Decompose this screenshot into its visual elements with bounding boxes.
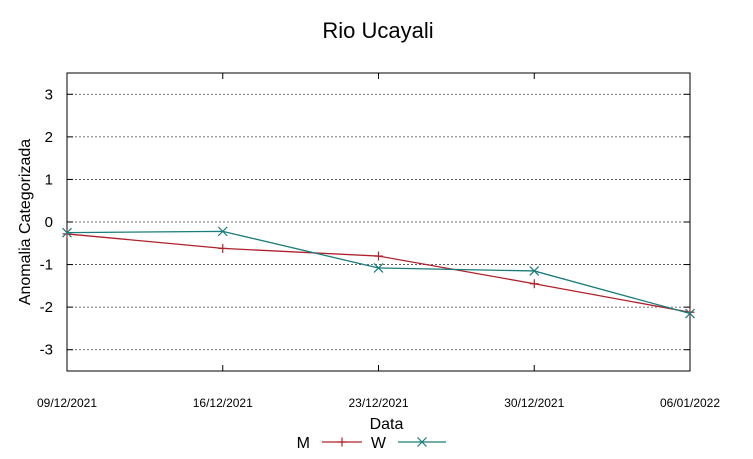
legend-label: W: [371, 435, 387, 452]
series-m: [62, 229, 695, 317]
x-tick-label: 09/12/2021: [37, 396, 97, 410]
y-tick-label: 2: [45, 129, 53, 146]
data-point-m: [62, 229, 72, 239]
series-line-m: [66, 233, 691, 313]
data-point-m: [529, 279, 539, 289]
data-point-w: [529, 266, 540, 276]
y-tick-label: 3: [45, 86, 53, 103]
x-axis-ticks: 09/12/2021 16/12/2021 23/12/2021 30/12/2021…: [37, 73, 720, 410]
data-point-w: [373, 263, 384, 273]
data-point-w: [217, 226, 228, 237]
chart-title: Rio Ucayali: [322, 18, 433, 43]
x-tick-label: 16/12/2021: [193, 396, 253, 410]
x-tick-label: 06/01/2022: [660, 396, 720, 410]
x-tick-label: 23/12/2021: [348, 396, 408, 410]
legend-label: M: [297, 435, 310, 452]
y-axis-ticks: 3 2 1 0 -1 -2 -3: [40, 86, 690, 359]
data-point-w: [685, 308, 695, 319]
x-tick-label: 30/12/2021: [504, 396, 564, 410]
series-w: [62, 226, 695, 319]
y-tick-label: 0: [45, 214, 53, 231]
y-tick-label: -2: [40, 299, 53, 316]
y-tick-label: -3: [40, 342, 53, 359]
data-point-w: [62, 227, 72, 238]
legend-entry-w: W: [371, 435, 446, 452]
y-tick-label: 1: [45, 171, 53, 188]
series-layer: [62, 226, 695, 319]
data-point-m: [374, 251, 383, 261]
grid-lines: [67, 93, 690, 351]
y-axis-label: Anomalia Categorizada: [17, 139, 34, 305]
y-tick-label: -1: [40, 257, 53, 274]
legend-entry-m: M: [297, 435, 362, 452]
series-line-w: [66, 230, 691, 315]
data-point-m: [218, 243, 228, 253]
x-axis-label: Data: [370, 416, 404, 433]
